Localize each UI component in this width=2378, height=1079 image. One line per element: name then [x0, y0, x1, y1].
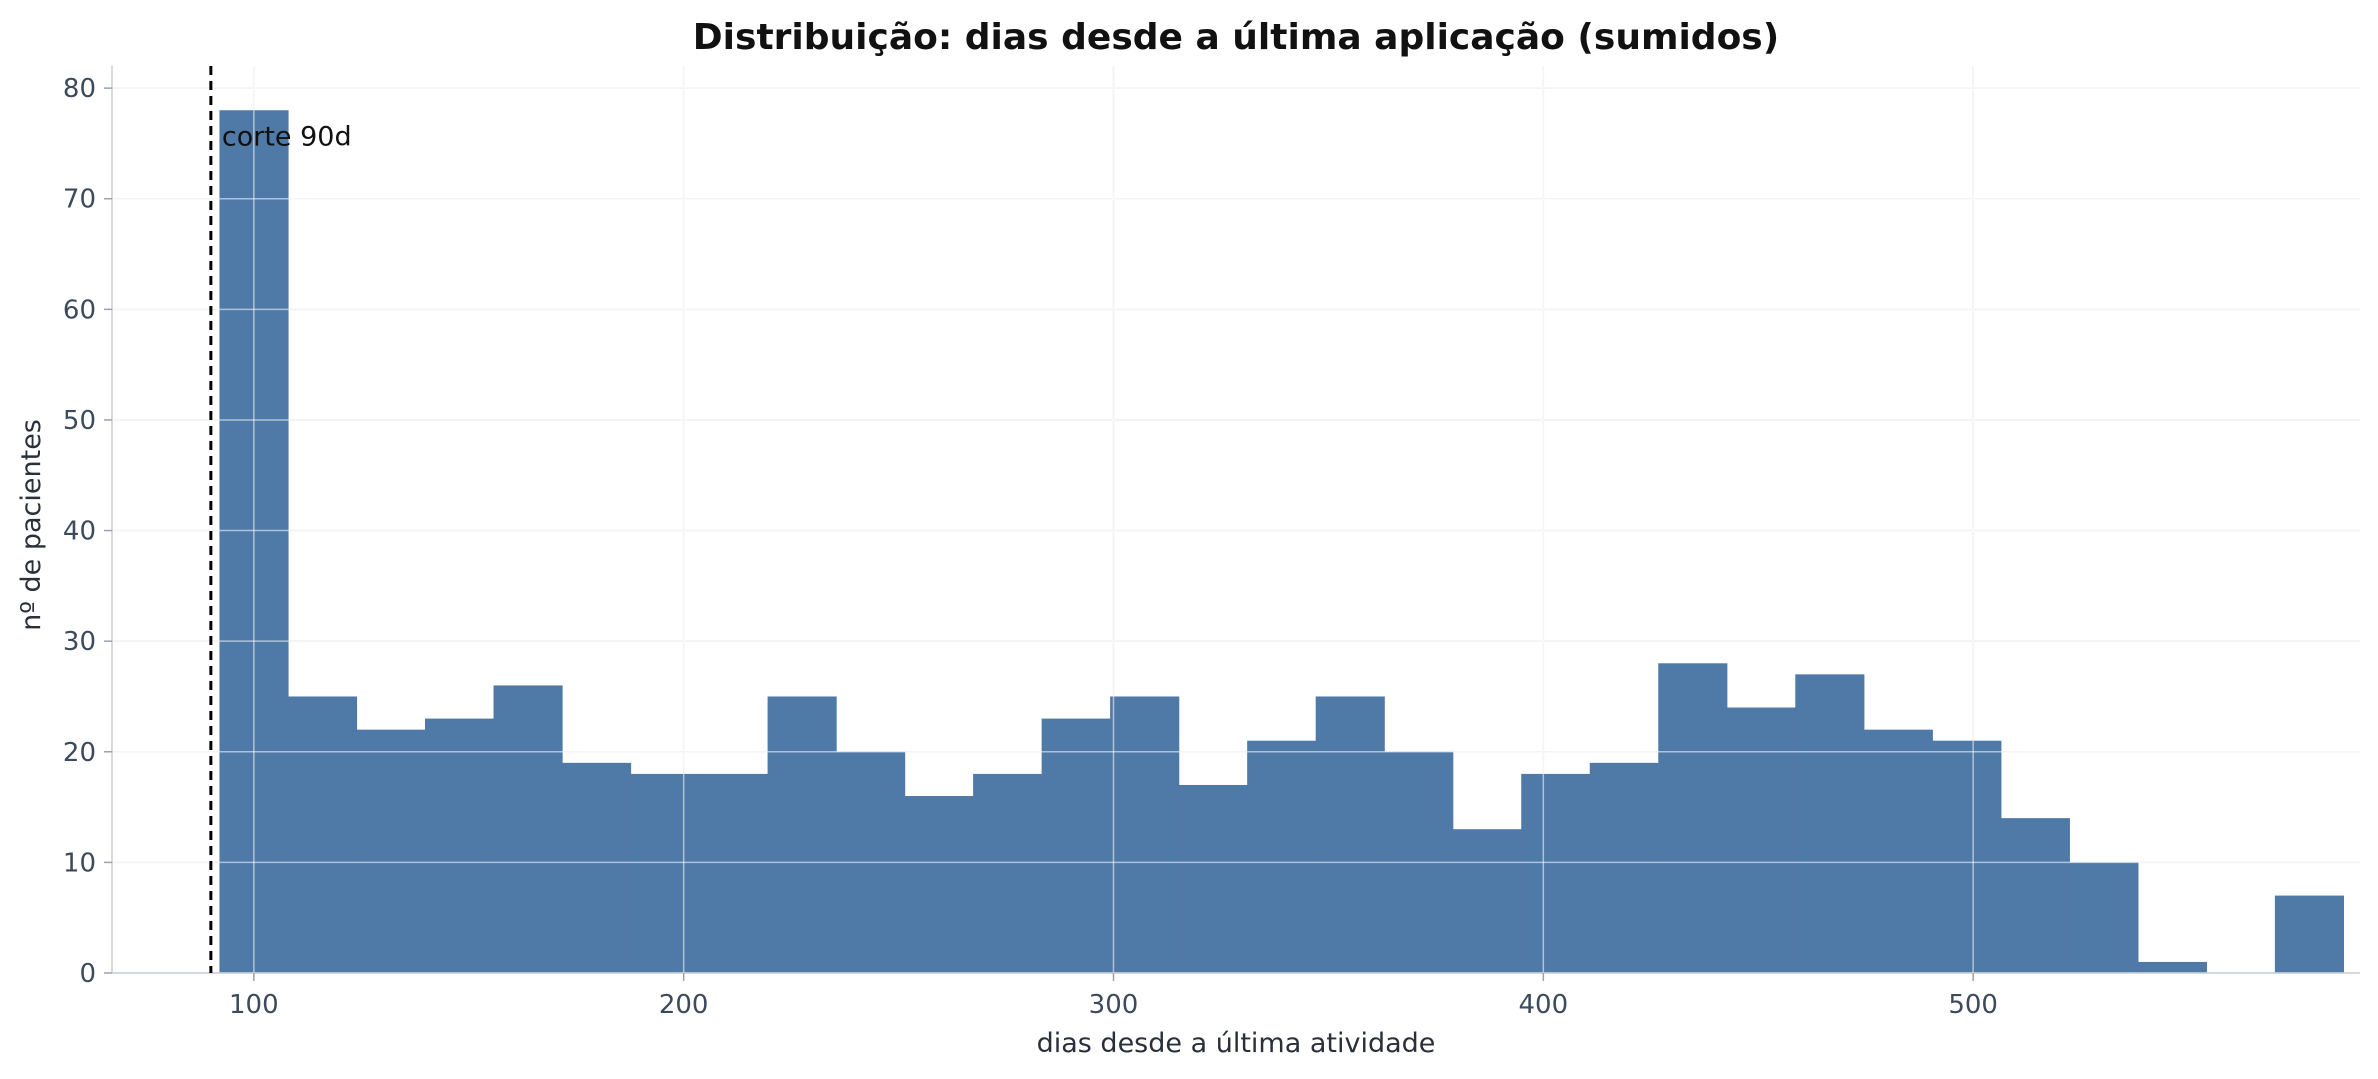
histogram-bar	[1315, 696, 1385, 973]
histogram-bar	[1795, 674, 1865, 973]
histogram-bar	[630, 773, 700, 973]
x-tick-label: 400	[1519, 990, 1569, 1020]
histogram-bar	[1247, 740, 1317, 973]
histogram-bar	[904, 796, 974, 973]
histogram-bar	[2137, 961, 2207, 973]
histogram-bar	[2000, 818, 2070, 973]
histogram-bar	[1041, 718, 1111, 973]
x-tick-label: 200	[659, 990, 709, 1020]
y-tick-label: 30	[63, 627, 96, 657]
histogram-bar	[767, 696, 837, 973]
histogram-bar	[287, 696, 358, 973]
x-tick-label: 500	[1948, 990, 1998, 1020]
histogram-bar	[1658, 663, 1728, 973]
histogram-bar	[562, 762, 632, 973]
histogram-bar	[1726, 707, 1796, 973]
y-tick-label: 50	[63, 406, 96, 436]
y-tick-label: 80	[63, 74, 96, 104]
cutoff-annotation: corte 90d	[209, 66, 352, 973]
y-axis-label: nº de pacientes	[16, 419, 47, 631]
histogram-bar	[1932, 740, 2002, 973]
histogram-bar	[1110, 696, 1180, 973]
histogram-bar	[973, 773, 1043, 973]
x-tick-label: 300	[1089, 990, 1139, 1020]
bars	[219, 110, 2345, 974]
y-tick-label: 40	[63, 517, 96, 547]
histogram-bar	[1589, 762, 1659, 973]
histogram-bar	[1178, 784, 1248, 973]
histogram-bar	[2274, 895, 2345, 973]
histogram-bar	[1452, 829, 1522, 973]
y-tick-label: 70	[63, 185, 96, 215]
y-tick-label: 10	[63, 848, 96, 878]
x-tick-label: 100	[229, 990, 279, 1020]
histogram-bar	[425, 718, 495, 973]
y-tick-label: 20	[63, 738, 96, 768]
chart-title: Distribuição: dias desde a última aplica…	[693, 17, 1779, 58]
histogram-bar	[699, 773, 769, 973]
cutoff-label: corte 90d	[222, 122, 352, 153]
y-tick-label: 0	[79, 959, 96, 989]
histogram-bar	[2069, 862, 2139, 973]
axes: 0 10 20 30 40 50 60 70 80 100 200 300 400 500	[63, 66, 2360, 1020]
histogram-bar	[1863, 729, 1933, 973]
x-axis-label: dias desde a última atividade	[1037, 1028, 1436, 1059]
y-tick-label: 60	[63, 295, 96, 325]
histogram-bar	[1521, 773, 1591, 973]
histogram-bar	[356, 729, 426, 973]
histogram-bar	[493, 685, 563, 973]
